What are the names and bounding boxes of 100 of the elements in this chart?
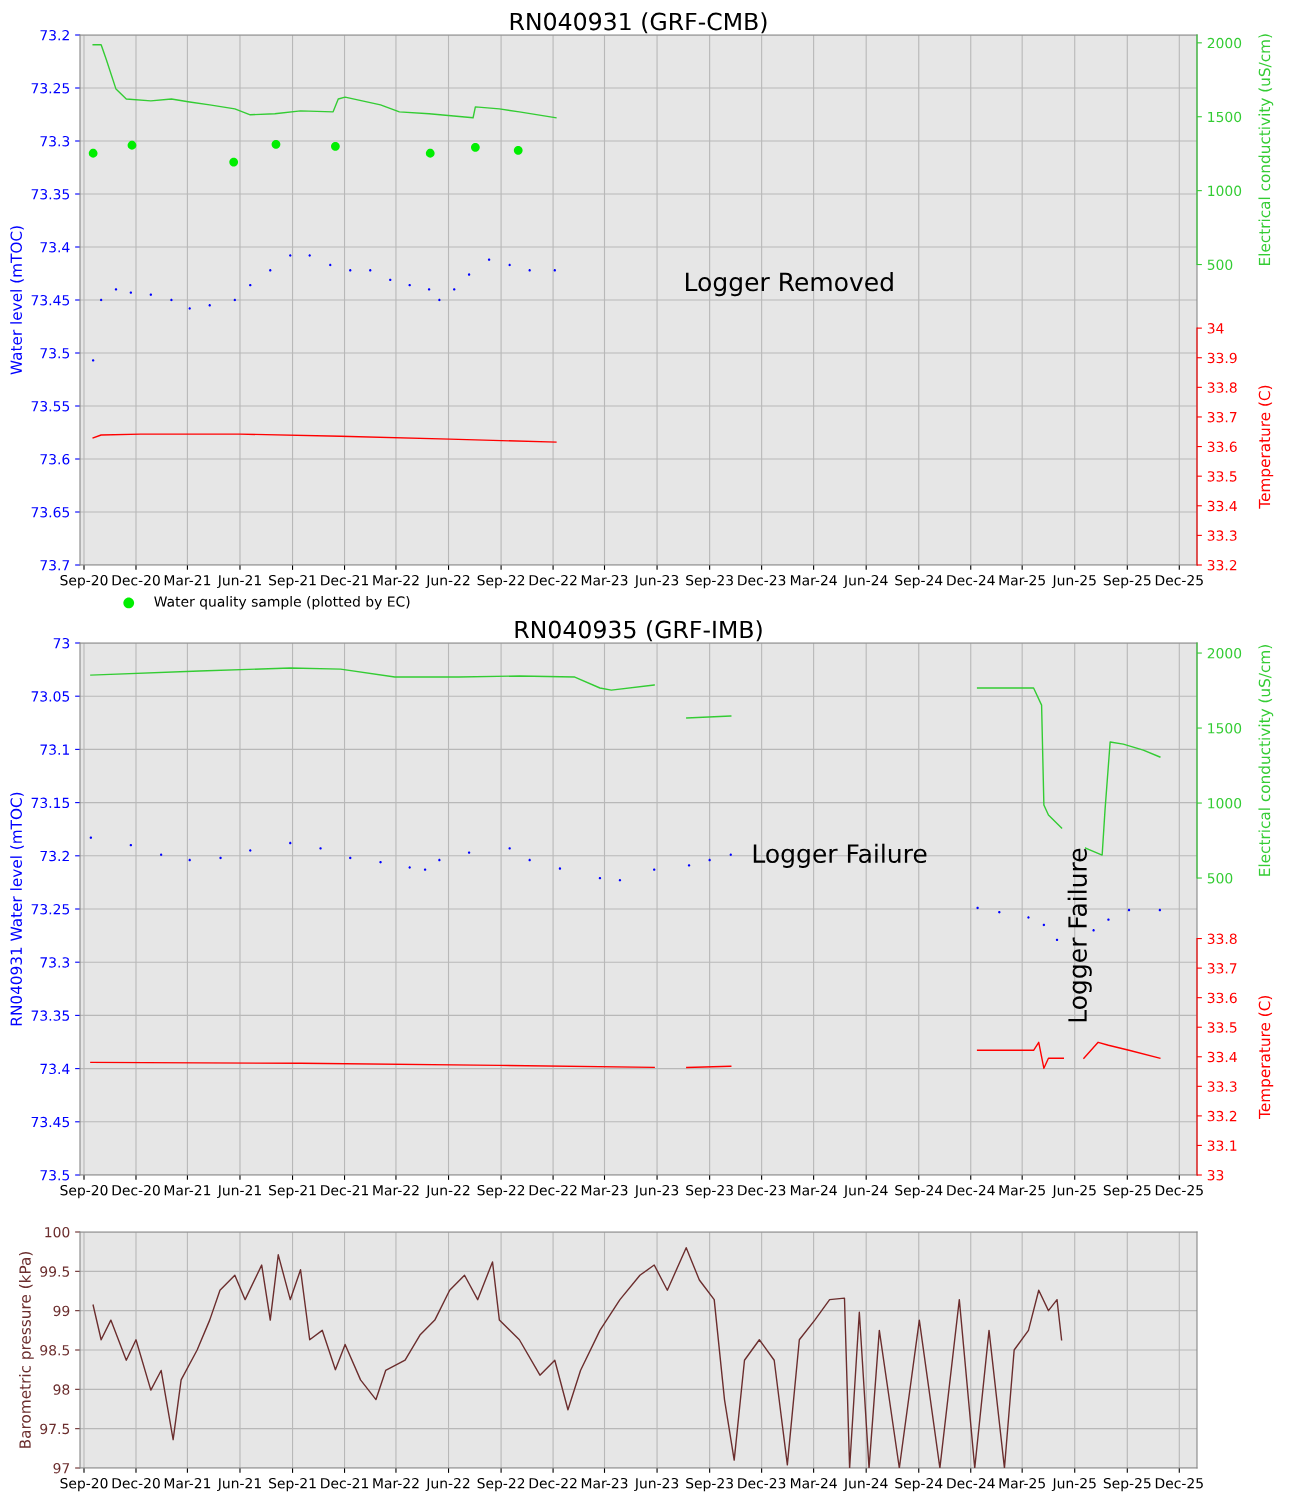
x-tick-label: Mar-21: [164, 574, 211, 586]
x-tick-label: Sep-21: [269, 1477, 316, 1492]
x-tick-label: Sep-24: [895, 574, 943, 589]
point: [88, 148, 98, 158]
x-tick-label: Dec-21: [321, 1184, 369, 1196]
y-tick-label: 73.15: [31, 797, 70, 809]
point: [219, 856, 222, 860]
line-series: [92, 1247, 1063, 1468]
y-tick-label: 73.25: [31, 903, 70, 915]
x-tick-label: Sep-25: [1103, 574, 1151, 589]
y3-tick-label: 33.7: [1207, 411, 1237, 423]
y3-tick-label: 34: [1207, 323, 1224, 334]
x-tick-label: Sep-25: [1103, 1184, 1151, 1199]
annotation: Logger Failure: [1067, 848, 1092, 1022]
y-axis-title: RN040931 Water level (mTOC): [10, 792, 24, 1026]
point: [271, 139, 281, 149]
x-tick-label: Dec-20: [112, 1477, 160, 1489]
x-tick-label: Dec-23: [738, 574, 786, 586]
point: [653, 868, 656, 871]
point: [528, 269, 531, 272]
x-tick-label: Sep-23: [686, 574, 733, 589]
x-tick-label: Jun-21: [217, 1477, 261, 1492]
x-tick-label: Jun-23: [634, 574, 679, 589]
x-tick-label: Dec-20: [112, 1184, 160, 1196]
point: [708, 858, 711, 862]
x-tick-label: Jun-25: [1051, 1184, 1096, 1199]
chart-title: RN040931 (GRF-CMB): [510, 12, 767, 34]
y2-tick-label: 2000: [1207, 37, 1242, 49]
y3-tick-label: 33.4: [1207, 1051, 1237, 1063]
y-tick-label: 73.45: [31, 294, 70, 306]
y3-tick-label: 33.6: [1207, 441, 1237, 453]
x-tick-label: Mar-23: [581, 1184, 628, 1196]
point: [1107, 918, 1110, 921]
x-tick-label: Mar-21: [164, 1184, 211, 1196]
y3-axis-title: Temperature (C): [1258, 385, 1274, 509]
y3-tick-label: 33.9: [1207, 352, 1237, 364]
y3-tick-label: 33.8: [1207, 933, 1237, 945]
line-series: [92, 44, 557, 119]
x-tick-label: Mar-22: [373, 1477, 419, 1489]
x-tick-label: Sep-25: [1103, 1477, 1151, 1492]
point: [127, 140, 137, 150]
point: [423, 868, 427, 871]
y-tick-label: 73.45: [31, 1116, 70, 1128]
y3-tick-label: 33.8: [1207, 382, 1237, 393]
y-tick-label: 100: [45, 1226, 70, 1238]
x-tick-label: Jun-24: [843, 1184, 888, 1199]
annotation: Logger Failure: [753, 843, 927, 868]
y3-tick-label: 33.2: [1207, 1110, 1237, 1122]
y2-tick-label: 1000: [1208, 185, 1242, 197]
x-tick-label: Sep-22: [477, 1184, 525, 1199]
x-tick-label: Dec-21: [321, 1477, 369, 1489]
x-tick-label: Dec-24: [947, 1184, 995, 1196]
x-tick-label: Sep-23: [686, 1184, 733, 1199]
y-tick-label: 73.4: [40, 241, 70, 253]
y-tick-label: 73.3: [40, 957, 70, 968]
chart-title: RN040935 (GRF-IMB): [515, 620, 762, 642]
y3-tick-label: 33.7: [1207, 963, 1237, 974]
y2-axis-title: Electrical conductivity (uS/cm): [1258, 645, 1274, 876]
y-axis-title: Water level (mTOC): [10, 226, 24, 375]
y-tick-label: 73.1: [40, 744, 69, 755]
y-tick-label: 97.5: [40, 1423, 70, 1435]
x-tick-label: Sep-21: [269, 1184, 316, 1199]
y-tick-label: 73.3: [40, 135, 70, 147]
y-tick-label: 73.2: [40, 850, 69, 862]
y-tick-label: 73.2: [40, 29, 69, 41]
x-tick-label: Jun-23: [634, 1184, 679, 1199]
annotation: Logger Removed: [686, 272, 893, 297]
y2-tick-label: 1000: [1208, 798, 1242, 809]
y-tick-label: 73.55: [31, 400, 70, 412]
y-tick-label: 73.35: [31, 188, 70, 200]
x-tick-label: Sep-20: [60, 1477, 108, 1492]
x-tick-label: Jun-22: [425, 574, 470, 589]
y-axis-title: Barometric pressure (kPa): [19, 1251, 34, 1448]
y2-tick-label: 2000: [1207, 648, 1242, 659]
x-tick-label: Mar-21: [164, 1477, 211, 1489]
x-tick-label: Dec-22: [529, 1477, 577, 1489]
point: [129, 291, 133, 294]
x-tick-label: Dec-22: [529, 1184, 577, 1196]
x-tick-label: Mar-25: [999, 1184, 1045, 1196]
y-tick-label: 99.5: [40, 1266, 70, 1277]
x-tick-label: Jun-22: [425, 1477, 470, 1492]
x-tick-label: Dec-24: [947, 574, 995, 586]
x-tick-label: Jun-22: [425, 1184, 470, 1199]
y2-tick-label: 500: [1207, 259, 1233, 270]
x-tick-label: Sep-22: [477, 574, 525, 589]
x-tick-label: Sep-20: [60, 1184, 108, 1199]
y-tick-label: 73.25: [31, 82, 70, 94]
y-tick-label: 73: [53, 637, 70, 649]
point: [319, 847, 322, 850]
x-tick-label: Sep-24: [895, 1184, 943, 1199]
line-series: [92, 433, 557, 443]
x-tick-label: Jun-23: [634, 1477, 679, 1492]
y3-tick-label: 33.3: [1207, 1081, 1237, 1092]
y-tick-label: 73.4: [40, 1063, 70, 1075]
x-tick-label: Dec-20: [112, 574, 160, 586]
y-tick-label: 73.5: [40, 1169, 70, 1181]
x-tick-label: Mar-24: [790, 1184, 837, 1196]
y2-axis-title: Electrical conductivity (uS/cm): [1258, 34, 1274, 265]
legend-label: Water quality sample (plotted by EC): [154, 596, 410, 610]
y2-tick-label: 1500: [1208, 723, 1242, 734]
